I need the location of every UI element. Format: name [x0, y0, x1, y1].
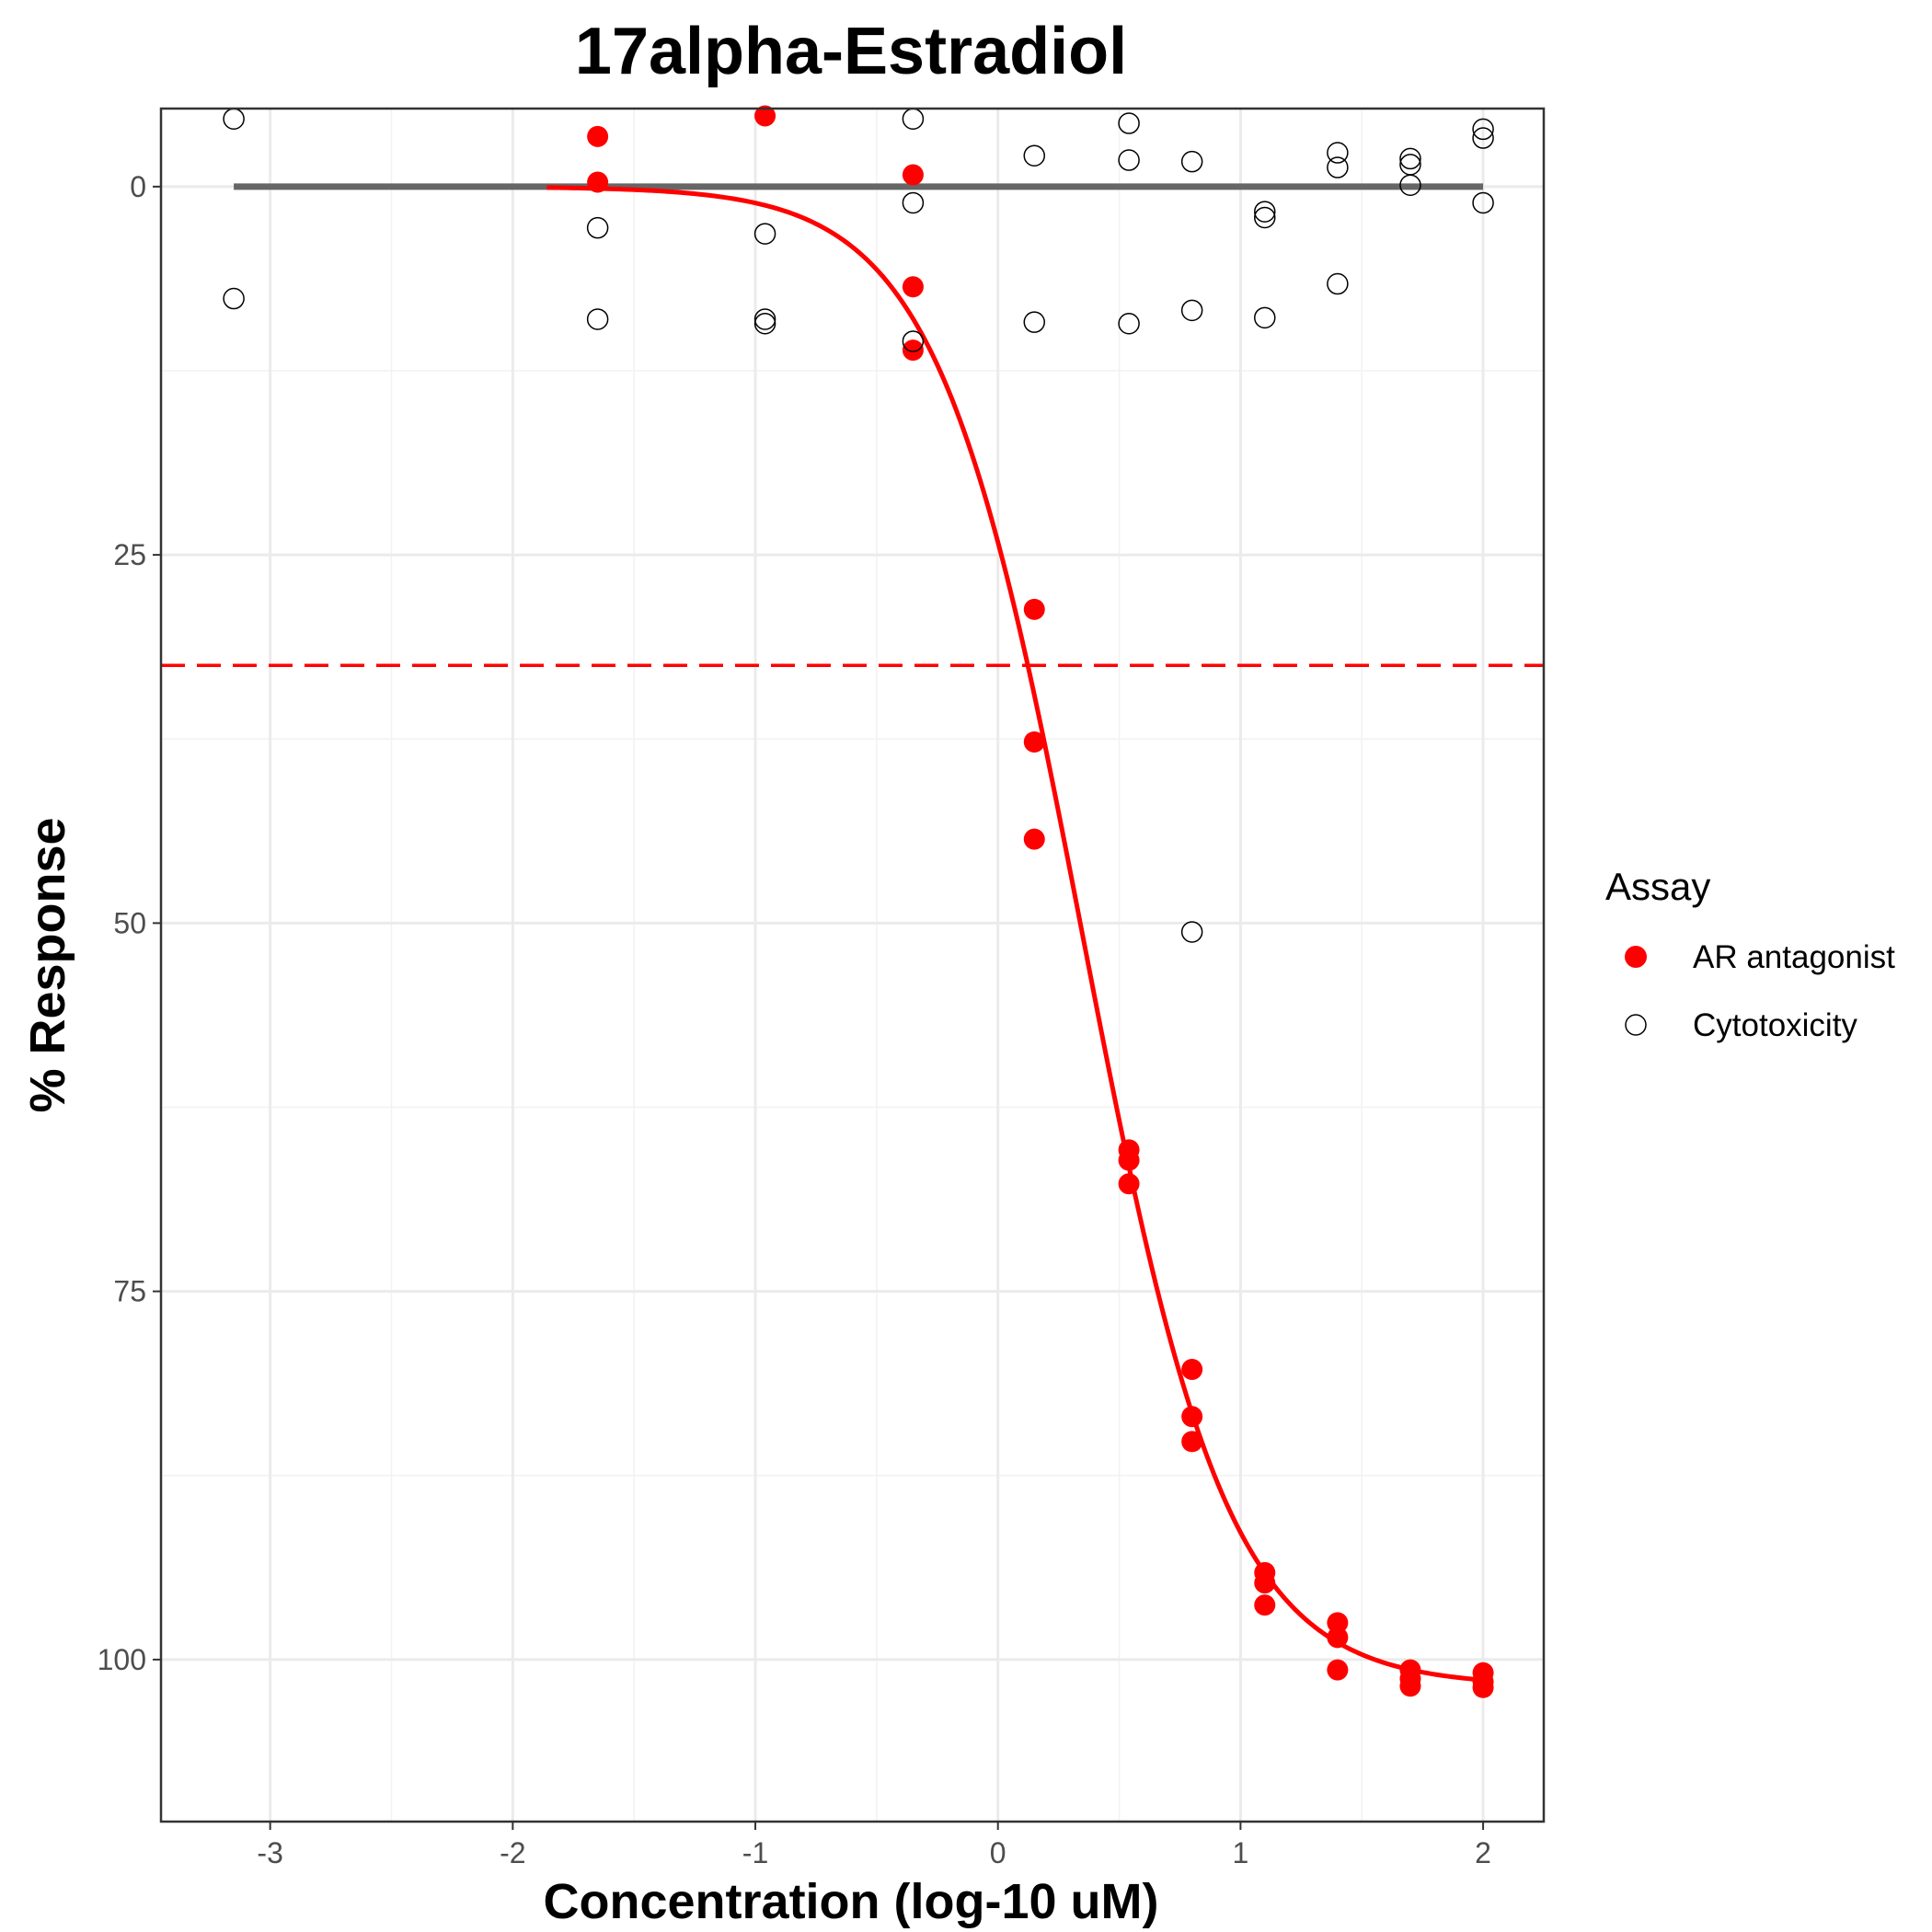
fit-curve	[546, 185, 1484, 1683]
legend: Assay AR antagonist Cytotoxicity	[1605, 865, 1895, 1043]
legend-marker-ar-antagonist	[1625, 946, 1647, 968]
x-tick-label: 2	[1475, 1836, 1491, 1869]
cytotoxicity-point	[1472, 127, 1494, 149]
cytotoxicity-point	[1327, 156, 1349, 178]
cytotoxicity-point	[902, 191, 925, 214]
ar-antagonist-point	[1118, 1173, 1140, 1195]
cytotoxicity-point	[1254, 206, 1276, 229]
legend-label-cytotoxicity: Cytotoxicity	[1693, 1007, 1857, 1043]
ar-antagonist-point	[587, 171, 609, 193]
cytotoxicity-point	[1472, 191, 1494, 214]
chart-title: 17alpha-Estradiol	[575, 15, 1127, 88]
cytotoxicity-point	[586, 308, 609, 330]
ar-antagonist-point	[1254, 1594, 1276, 1616]
plot-background	[161, 109, 1544, 1822]
y-axis-title: % Response	[20, 817, 75, 1112]
cytotoxicity-point	[1118, 149, 1140, 171]
x-axis-title: Concentration (log-10 uM)	[544, 1874, 1159, 1929]
cytotoxicity-point	[1327, 142, 1349, 164]
ar-antagonist-point	[587, 125, 609, 147]
y-tick-label: 50	[113, 906, 146, 939]
ar-antagonist-point	[1023, 730, 1045, 753]
ar-antagonist-point	[1023, 828, 1045, 850]
ar-antagonist-point	[1327, 1659, 1349, 1681]
ar-antagonist-point	[902, 339, 924, 362]
cytotoxicity-point	[1399, 147, 1421, 170]
cytotoxicity-point	[1180, 150, 1203, 173]
legend-label-ar-antagonist: AR antagonist	[1693, 939, 1895, 975]
cytotoxicity-point	[902, 330, 925, 352]
plot-border	[159, 107, 1546, 1823]
ar-antagonist-point	[754, 105, 776, 127]
cytotoxicity-point	[753, 308, 776, 330]
cytotoxicity-point	[1023, 311, 1046, 333]
cytotoxicity-point	[1472, 118, 1494, 141]
ar-antagonist-point	[1399, 1675, 1421, 1697]
cytotoxicity-point	[223, 287, 245, 310]
x-tick-label: 0	[990, 1836, 1006, 1869]
y-tick-label: 100	[98, 1643, 146, 1676]
ar-antagonist-point	[1181, 1406, 1203, 1428]
cytotoxicity-point	[586, 216, 609, 239]
cytotoxicity-point	[1254, 306, 1276, 329]
ar-antagonist-point	[1181, 1431, 1203, 1453]
ar-antagonist-point	[902, 276, 924, 298]
grid-minor	[161, 109, 1544, 1822]
cytotoxicity-point	[1118, 112, 1140, 134]
cytotoxicity-point	[753, 313, 776, 335]
cytotoxicity-point	[1180, 299, 1203, 322]
legend-marker-cytotoxicity	[1625, 1014, 1647, 1036]
x-axis: -3 -2 -1 0 1 2	[257, 1822, 1491, 1869]
ar-antagonist-point	[1023, 598, 1045, 620]
ar-antagonist-point	[902, 164, 924, 186]
y-axis: 0 25 50 75 100	[98, 170, 161, 1676]
x-tick-label: -2	[500, 1836, 525, 1869]
x-tick-label: 1	[1232, 1836, 1248, 1869]
y-tick-label: 0	[130, 170, 146, 203]
cytotoxicity-point	[1254, 201, 1276, 223]
ar-antagonist-point	[1472, 1676, 1494, 1698]
data-marks	[223, 105, 1494, 1698]
ar-antagonist-point	[1118, 1149, 1140, 1171]
ar-antagonist-point	[1181, 1358, 1203, 1380]
cytotoxicity-point	[1327, 272, 1349, 295]
ar-antagonist-point	[1327, 1627, 1349, 1649]
y-tick-label: 75	[113, 1275, 146, 1308]
cytotoxicity-point	[1023, 144, 1046, 167]
cytotoxicity-point	[753, 223, 776, 245]
ar-antagonist-point	[1327, 1612, 1349, 1634]
x-tick-label: -3	[257, 1836, 282, 1869]
x-tick-label: -1	[742, 1836, 768, 1869]
ar-antagonist-point	[1254, 1572, 1276, 1594]
legend-title: Assay	[1605, 865, 1710, 908]
y-tick-label: 25	[113, 538, 146, 571]
cytotoxicity-point	[1118, 313, 1140, 335]
reference-lines	[161, 183, 1544, 667]
cytotoxicity-point	[1399, 174, 1421, 197]
cytotoxicity-point	[1180, 921, 1203, 943]
